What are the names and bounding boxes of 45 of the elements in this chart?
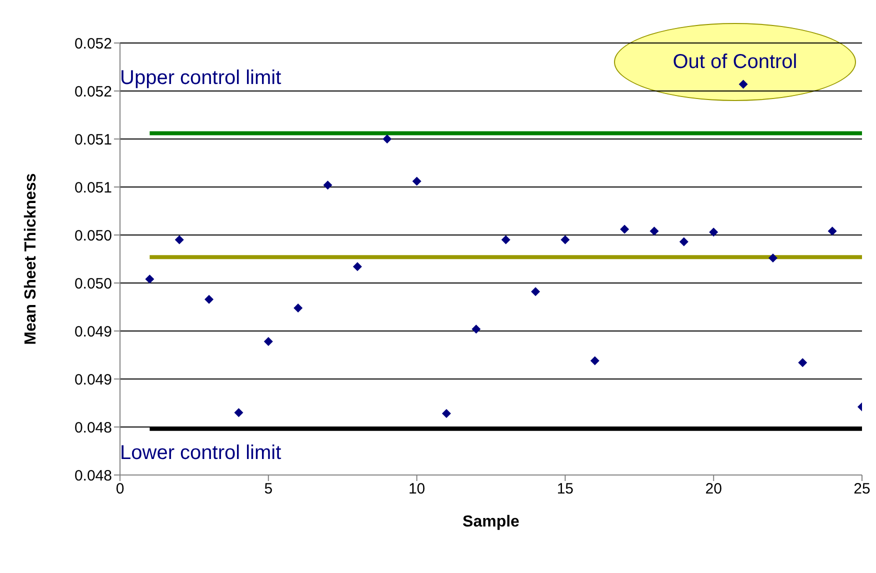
point: [145, 274, 154, 284]
y-tick-label: 0.048: [74, 467, 112, 484]
point: [620, 224, 630, 234]
point: [264, 337, 273, 346]
x-tick-label: 25: [854, 480, 870, 498]
y-tick-label: 0.052: [74, 35, 112, 52]
point: [709, 228, 718, 237]
point: [768, 254, 778, 263]
y-tick-label: 0.051: [74, 131, 112, 148]
point: [382, 134, 392, 144]
point: [501, 235, 510, 244]
x-tick-label: 15: [556, 480, 574, 498]
point: [679, 237, 688, 246]
point: [294, 303, 303, 312]
annotation: Out of Control: [672, 50, 798, 74]
y-axis-title: Mean Sheet Thickness: [22, 173, 40, 345]
y-tick-label: 0.052: [74, 83, 112, 100]
point: [738, 80, 748, 89]
annotation: Upper control limit: [120, 66, 282, 90]
x-axis-title: Sample: [462, 513, 520, 530]
y-tick-label: 0.051: [74, 179, 112, 196]
point: [442, 409, 451, 418]
point: [323, 180, 332, 190]
point: [234, 408, 244, 418]
point: [412, 176, 422, 186]
point: [590, 356, 600, 366]
point: [828, 226, 837, 236]
y-tick-label: 0.048: [74, 419, 112, 436]
y-tick-label: 0.050: [74, 227, 112, 244]
point: [650, 226, 659, 236]
annotation: Lower control limit: [120, 441, 282, 465]
point: [560, 235, 570, 244]
y-tick-label: 0.049: [74, 371, 112, 388]
x-tick-label: 5: [264, 480, 273, 498]
point: [174, 235, 184, 244]
y-tick-label: 0.049: [74, 323, 112, 340]
x-tick-label: 20: [705, 480, 722, 498]
point: [798, 358, 808, 368]
x-tick-label: 0: [116, 480, 124, 498]
point: [352, 262, 362, 272]
point: [204, 294, 214, 304]
point: [531, 287, 540, 296]
x-tick-label: 10: [408, 480, 426, 498]
y-tick-label: 0.050: [74, 275, 112, 292]
point: [472, 324, 481, 334]
